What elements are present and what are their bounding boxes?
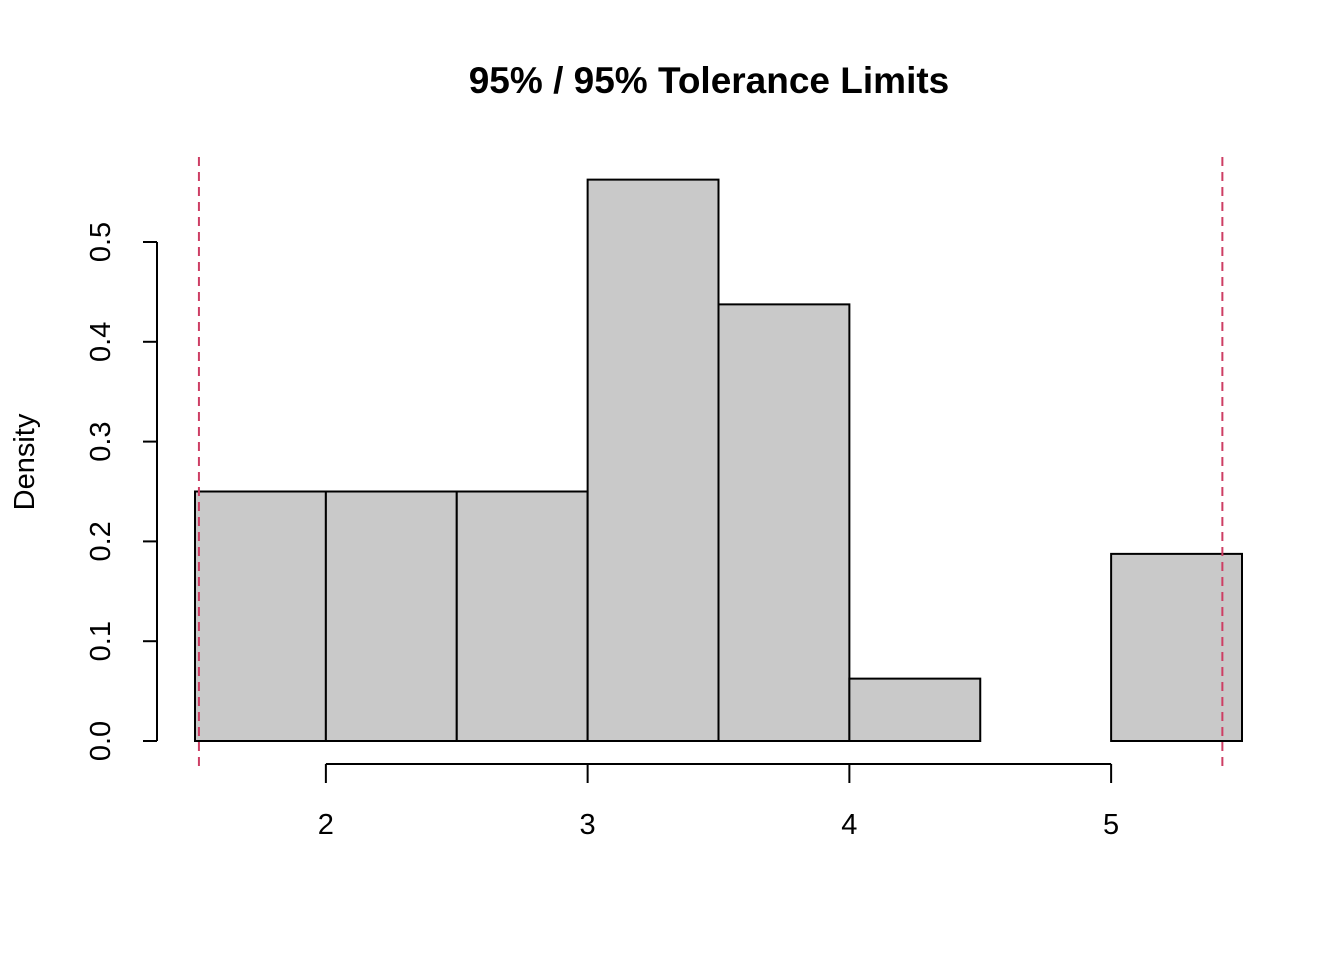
x-tick-label: 2 <box>318 809 334 841</box>
histogram-bar-8 <box>1110 552 1243 742</box>
tolerance-limits <box>197 157 1224 766</box>
x-tick-label: 5 <box>1103 809 1119 841</box>
histogram-bar-2 <box>324 490 458 742</box>
y-axis: 0.0 0.1 0.2 0.3 0.4 0.5 <box>85 222 158 761</box>
y-tick-label: 0.4 <box>85 322 117 362</box>
y-tick-label: 0.1 <box>85 621 117 661</box>
histogram-bar-1 <box>194 490 327 742</box>
histogram-bar-6 <box>848 677 982 742</box>
y-axis-label: Density <box>9 413 41 510</box>
y-tick-label: 0.0 <box>85 721 117 761</box>
y-tick-label: 0.2 <box>85 521 117 561</box>
y-tick-label: 0.5 <box>85 222 117 262</box>
histogram-bar-4 <box>586 178 720 742</box>
histogram-bar-5 <box>717 303 851 742</box>
x-tick-label: 4 <box>841 809 857 841</box>
x-axis: 2 3 4 5 <box>318 763 1119 841</box>
bars-group <box>194 178 1243 742</box>
chart-title: 95% / 95% Tolerance Limits <box>469 60 950 101</box>
y-tick-label: 0.3 <box>85 421 117 461</box>
histogram-bar-3 <box>455 490 589 742</box>
x-tick-label: 3 <box>580 809 596 841</box>
